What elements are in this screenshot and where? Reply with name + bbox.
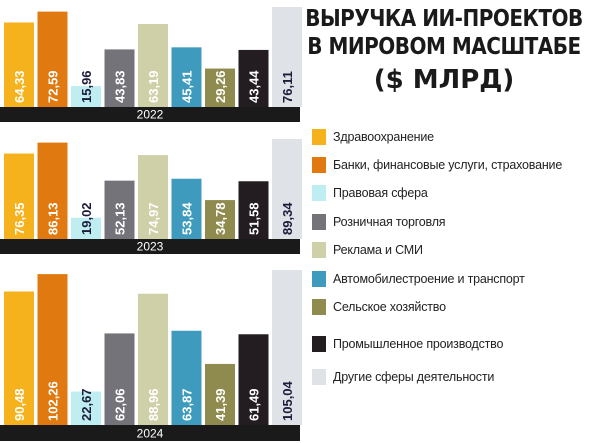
data-label: 52,13 [113,202,128,235]
year-label: 2024 [137,427,164,441]
legend-item: Другие сферы деятельности [312,368,494,386]
data-label: 76,35 [12,202,27,235]
bar [238,49,269,107]
legend-label: Сельское хозяйство [333,300,446,314]
bar [138,23,168,107]
legend-item: Правовая сфера [312,184,428,202]
bar [272,7,302,107]
data-label: 41,39 [213,388,228,421]
legend-item: Реклама и СМИ [312,241,423,259]
legend-item: Розничная торговля [312,213,446,231]
bar [4,291,34,425]
data-label: 72,59 [46,70,61,103]
bar [205,363,235,425]
bar [4,22,34,107]
legend-label: Розничная торговля [333,215,446,229]
year-label: 2022 [137,108,164,122]
legend-label: Реклама и СМИ [333,243,423,257]
legend-item: Здравоохранение [312,128,434,146]
legend-label: Автомобилестроение и транспорт [333,272,525,286]
bar [238,334,269,425]
data-label: 102,26 [46,381,61,421]
year-band [0,239,300,254]
legend-item: Сельское хозяйство [312,298,446,316]
data-label: 86,13 [46,202,61,235]
data-label: 88,96 [146,388,161,421]
data-label: 63,19 [146,70,161,103]
legend-item: Банки, финансовые услуги, страхование [312,156,562,174]
bar [37,11,68,107]
data-label: 43,83 [113,70,128,103]
title-line-1: ВЫРУЧКА ИИ-ПРОЕКТОВ [305,4,583,32]
data-label: 63,87 [180,388,195,421]
bar [104,333,135,425]
bar [104,180,135,239]
data-label: 34,78 [213,202,228,235]
data-label: 90,48 [12,388,27,421]
bar [104,49,135,107]
legend-swatch [312,242,326,258]
legend-swatch [312,214,326,230]
year-label: 2023 [137,240,164,254]
chart-panel-2022: 64,33 72,59 15,96 43,83 63,19 45,41 29,26 43,44… [0,7,302,122]
bar [171,47,202,107]
legend-swatch [312,157,326,173]
bar [71,86,101,107]
bar [4,153,34,239]
data-label: 62,06 [113,388,128,421]
data-label: 64,33 [12,70,27,103]
legend-swatch [312,271,326,287]
bar [272,270,302,425]
legend-label: Правовая сфера [333,186,428,200]
data-label: 76,11 [280,71,295,103]
year-band [0,107,300,122]
bar [71,217,101,239]
legend-item: Автомобилестроение и транспорт [312,270,525,288]
data-label: 22,67 [79,388,94,421]
legend-swatch [312,336,326,352]
data-label: 89,34 [280,202,295,235]
bar [37,274,68,425]
bar [37,142,68,239]
data-label: 29,26 [213,70,228,103]
legend-swatch [312,299,326,315]
chart-panel-2024: 90,48 102,26 22,67 62,06 88,96 63,87 41,39 61,4… [0,270,302,441]
legend-swatch [312,185,326,201]
bar [205,200,235,239]
legend-swatch [312,369,326,385]
bar [138,293,168,425]
legend-label: Другие сферы деятельности [333,370,495,384]
legend-item: Промышленное производство [312,335,503,353]
bar [238,181,269,239]
legend-swatch [312,129,326,145]
data-label: 51,58 [247,202,262,235]
bar [71,391,101,425]
data-label: 53,84 [180,202,195,235]
data-label: 19,02 [79,202,94,235]
legend-label: Здравоохранение [333,130,434,144]
bar [272,139,302,239]
bar [171,178,202,239]
data-label: 105,04 [280,380,295,421]
title-line-2: В МИРОВОМ МАСШТАБЕ [307,32,581,60]
data-label: 61,49 [247,388,262,421]
bar [171,330,202,425]
legend-label: Промышленное производство [333,337,504,351]
year-band [0,425,300,441]
data-label: 74,97 [146,202,161,235]
chart-panel-2023: 76,35 86,13 19,02 52,13 74,97 53,84 34,78 51,58… [0,139,302,254]
data-label: 45,41 [180,70,195,103]
data-label: 15,96 [79,70,94,103]
bar [205,68,235,107]
title-line-3: ($ МЛРД) [373,65,515,95]
data-label: 43,44 [247,70,262,103]
bar [138,155,168,239]
chart-title: ВЫРУЧКА ИИ-ПРОЕКТОВ В МИРОВОМ МАСШТАБЕ (… [300,4,588,98]
legend-label: Банки, финансовые услуги, страхование [333,158,563,172]
